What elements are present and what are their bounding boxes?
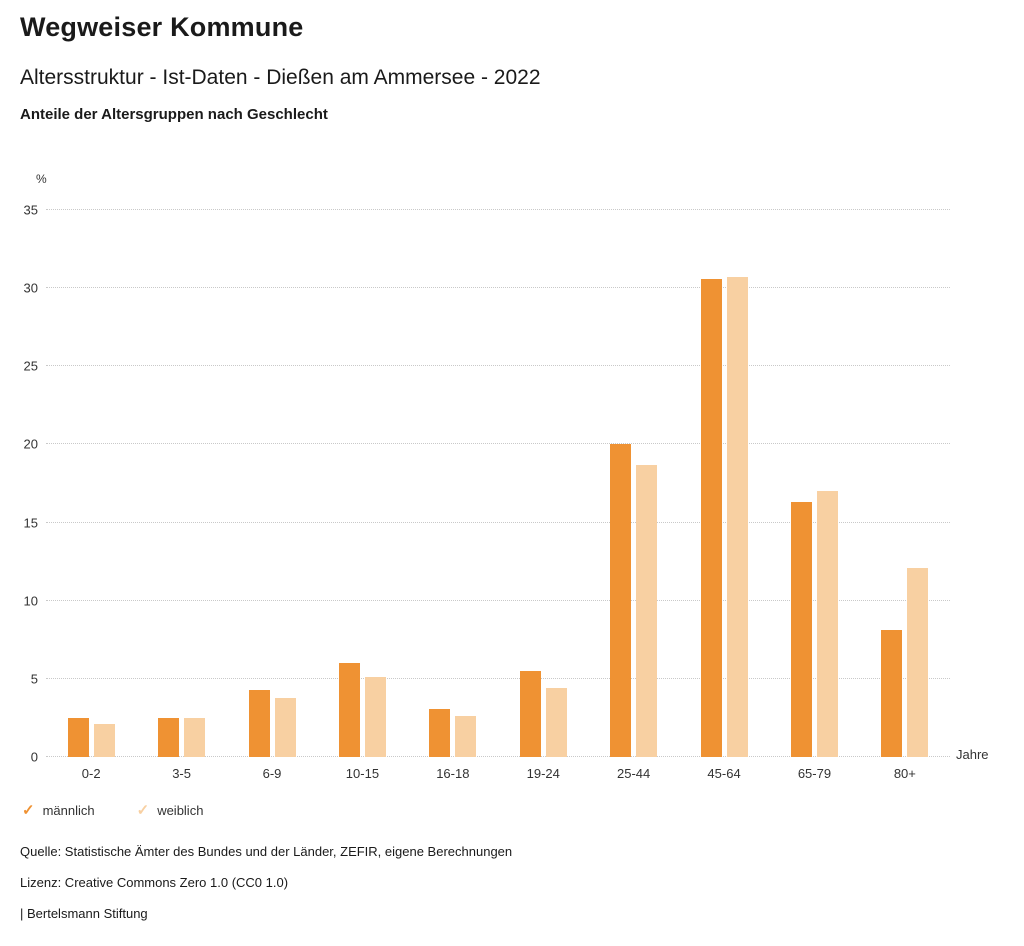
chart-subtitle: Altersstruktur - Ist-Daten - Dießen am A… <box>20 66 541 89</box>
bar-pair <box>881 210 929 757</box>
bar-männlich-25-44 <box>610 444 632 757</box>
bar-pair <box>67 210 115 757</box>
y-axis-unit-label: % <box>36 172 47 186</box>
bar-group-0-2: 0-2 <box>46 210 136 781</box>
bar-pair <box>519 210 567 757</box>
bar-weiblich-0-2 <box>93 724 115 757</box>
bar-weiblich-16-18 <box>455 716 477 757</box>
bar-group-3-5: 3-5 <box>136 210 226 781</box>
bar-männlich-0-2 <box>67 717 89 757</box>
gridline <box>46 443 950 445</box>
legend-item-weiblich[interactable]: ✓ weiblich <box>137 803 204 818</box>
x-tick-label: 25-44 <box>617 766 651 781</box>
bar-pair <box>248 210 296 757</box>
check-icon: ✓ <box>136 802 150 819</box>
x-tick-label: 16-18 <box>436 766 470 781</box>
legend-item-label: weiblich <box>157 803 204 818</box>
gridline <box>46 756 950 757</box>
y-tick-label: 10 <box>23 593 38 609</box>
bar-weiblich-65-79 <box>816 491 838 757</box>
bar-group-80+: 80+ <box>860 210 950 781</box>
y-tick-label: 0 <box>30 749 38 765</box>
legend-item-label: männlich <box>42 803 95 818</box>
bar-group-65-79: 65-79 <box>769 210 859 781</box>
bar-weiblich-45-64 <box>726 277 748 757</box>
check-icon: ✓ <box>22 802 35 819</box>
bar-weiblich-10-15 <box>364 677 386 757</box>
bar-männlich-10-15 <box>338 663 360 757</box>
bar-männlich-3-5 <box>158 717 180 757</box>
chart-legend: ✓ männlich ✓ weiblich <box>22 803 203 818</box>
y-tick-label: 25 <box>23 358 38 374</box>
bar-pair <box>338 210 386 757</box>
bar-group-25-44: 25-44 <box>588 210 678 781</box>
bar-group-6-9: 6-9 <box>227 210 317 781</box>
x-tick-label: 10-15 <box>345 766 380 781</box>
bar-pair <box>610 210 658 757</box>
legend-item-männlich[interactable]: ✓ männlich <box>22 803 95 818</box>
bar-männlich-65-79 <box>790 502 812 757</box>
x-tick-label: 65-79 <box>797 766 832 781</box>
chart-description: Anteile der Altersgruppen nach Geschlech… <box>20 106 328 123</box>
bar-group-45-64: 45-64 <box>679 210 769 781</box>
bar-group-19-24: 19-24 <box>498 210 588 781</box>
gridline <box>46 365 950 367</box>
bar-group-10-15: 10-15 <box>317 210 407 781</box>
x-axis-unit-label: Jahre <box>956 747 989 762</box>
gridline <box>46 521 950 523</box>
y-tick-label: 35 <box>23 202 38 218</box>
bar-männlich-45-64 <box>700 278 722 757</box>
x-tick-label: 19-24 <box>526 766 560 781</box>
bar-weiblich-80+ <box>907 567 929 757</box>
bar-group-16-18: 16-18 <box>408 210 498 781</box>
gridline <box>46 287 950 289</box>
bar-weiblich-19-24 <box>545 688 567 757</box>
bar-männlich-6-9 <box>248 689 270 757</box>
y-tick-label: 20 <box>23 436 38 452</box>
x-tick-label: 6-9 <box>262 766 282 781</box>
gridline <box>46 599 950 601</box>
bar-weiblich-6-9 <box>274 697 296 757</box>
gridline <box>46 209 950 210</box>
bar-männlich-16-18 <box>429 708 451 757</box>
bar-pair <box>790 210 838 757</box>
y-tick-label: 5 <box>30 671 38 687</box>
bar-groups: 0-2 3-5 6-9 10-15 16-18 19-24 25-44 45-64 65-79 8… <box>46 210 950 781</box>
bar-pair <box>158 210 206 757</box>
bar-pair <box>700 210 748 757</box>
license-text: Lizenz: Creative Commons Zero 1.0 (CC0 1… <box>20 875 289 890</box>
bar-weiblich-25-44 <box>636 464 658 757</box>
x-tick-label: 80+ <box>893 766 916 781</box>
attribution-text: | Bertelsmann Stiftung <box>20 906 148 921</box>
y-tick-label: 30 <box>23 280 38 296</box>
source-text: Quelle: Statistische Ämter des Bundes un… <box>20 844 513 859</box>
x-tick-label: 45-64 <box>707 766 741 781</box>
bar-chart-plot-area: 0 5 10 15 20 25 30 35 0-2 3-5 6-9 10-15 16-18 19-24 25… <box>24 204 950 781</box>
x-tick-label: 3-5 <box>172 766 191 781</box>
bar-männlich-19-24 <box>519 671 541 757</box>
page-title: Wegweiser Kommune <box>20 12 304 42</box>
bar-pair <box>429 210 477 757</box>
x-tick-label: 0-2 <box>81 766 101 781</box>
y-tick-label: 15 <box>23 515 38 531</box>
bar-männlich-80+ <box>881 630 903 757</box>
bar-weiblich-3-5 <box>184 717 206 757</box>
gridline <box>46 677 950 679</box>
